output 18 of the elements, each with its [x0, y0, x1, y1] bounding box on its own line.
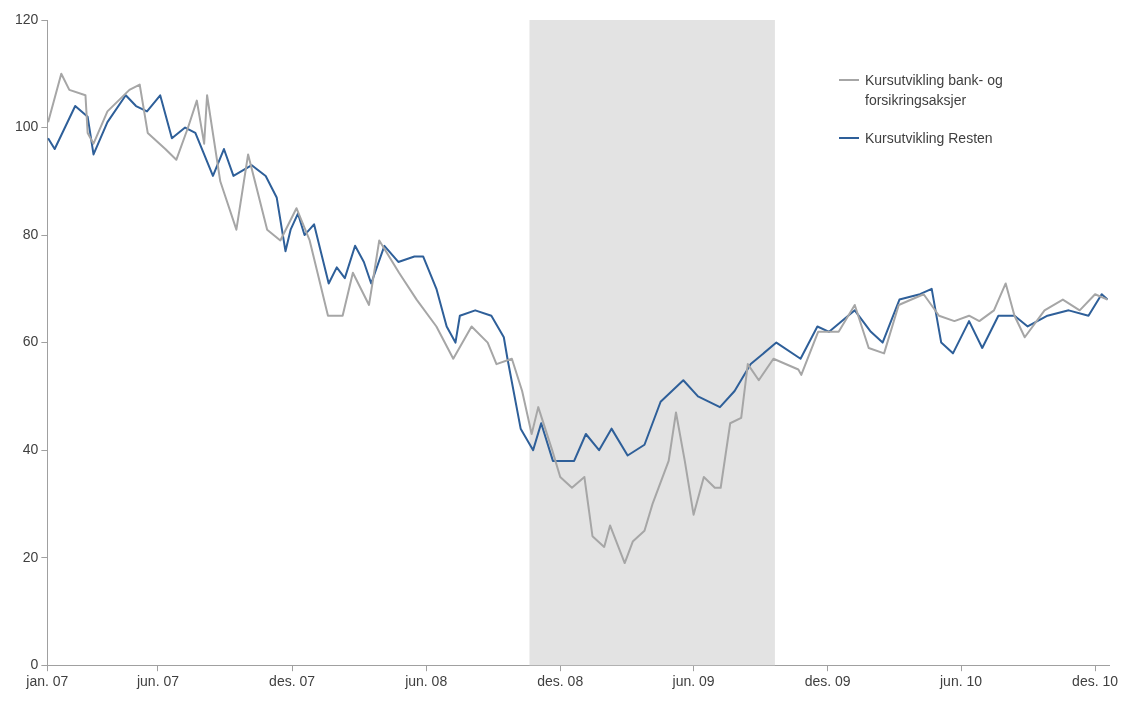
y-tick-label: 40 — [22, 440, 39, 457]
x-tick-label: des. 08 — [537, 673, 584, 690]
x-tick-label: jun. 07 — [135, 673, 180, 690]
y-tick-label: 0 — [30, 656, 39, 673]
y-tick-label: 80 — [22, 225, 39, 242]
y-tick-label: 20 — [22, 548, 39, 565]
legend-label: Kursutvikling Resten — [865, 129, 994, 148]
legend-label: Kursutvikling bank- og forsikringsaksjer — [865, 71, 1004, 110]
y-tick-label: 60 — [22, 333, 39, 350]
x-tick-label: des. 09 — [804, 673, 851, 690]
x-tick-label: des. 07 — [269, 673, 316, 690]
y-tick-label: 120 — [15, 10, 39, 27]
x-tick-label: des. 10 — [1072, 673, 1119, 690]
x-tick-label: jun. 09 — [671, 673, 715, 690]
x-tick-label: jun. 08 — [404, 673, 448, 690]
x-tick-label: jan. 07 — [25, 673, 69, 690]
y-tick-label: 100 — [15, 118, 39, 135]
x-tick-label: jun. 10 — [938, 673, 983, 690]
